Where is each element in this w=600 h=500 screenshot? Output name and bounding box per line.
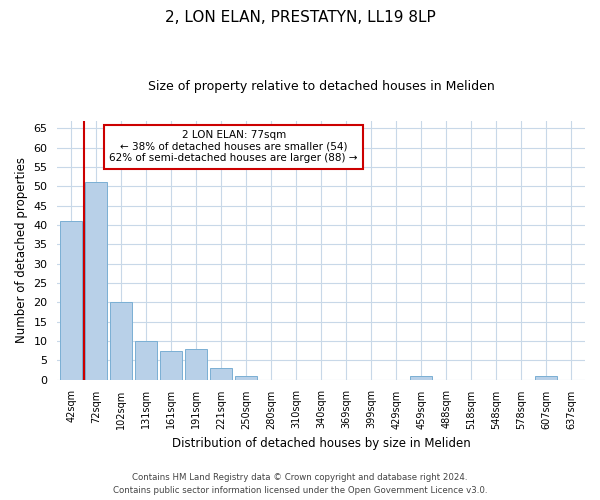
Bar [210,368,232,380]
Bar [160,350,182,380]
Bar [410,376,433,380]
Y-axis label: Number of detached properties: Number of detached properties [15,157,28,343]
Text: 2, LON ELAN, PRESTATYN, LL19 8LP: 2, LON ELAN, PRESTATYN, LL19 8LP [164,10,436,25]
Text: Contains HM Land Registry data © Crown copyright and database right 2024.
Contai: Contains HM Land Registry data © Crown c… [113,474,487,495]
Title: Size of property relative to detached houses in Meliden: Size of property relative to detached ho… [148,80,494,93]
X-axis label: Distribution of detached houses by size in Meliden: Distribution of detached houses by size … [172,437,470,450]
Bar [60,221,82,380]
Bar [185,348,208,380]
Bar [235,376,257,380]
Bar [110,302,133,380]
Bar [535,376,557,380]
Text: 2 LON ELAN: 77sqm
← 38% of detached houses are smaller (54)
62% of semi-detached: 2 LON ELAN: 77sqm ← 38% of detached hous… [109,130,358,164]
Bar [85,182,107,380]
Bar [135,341,157,380]
